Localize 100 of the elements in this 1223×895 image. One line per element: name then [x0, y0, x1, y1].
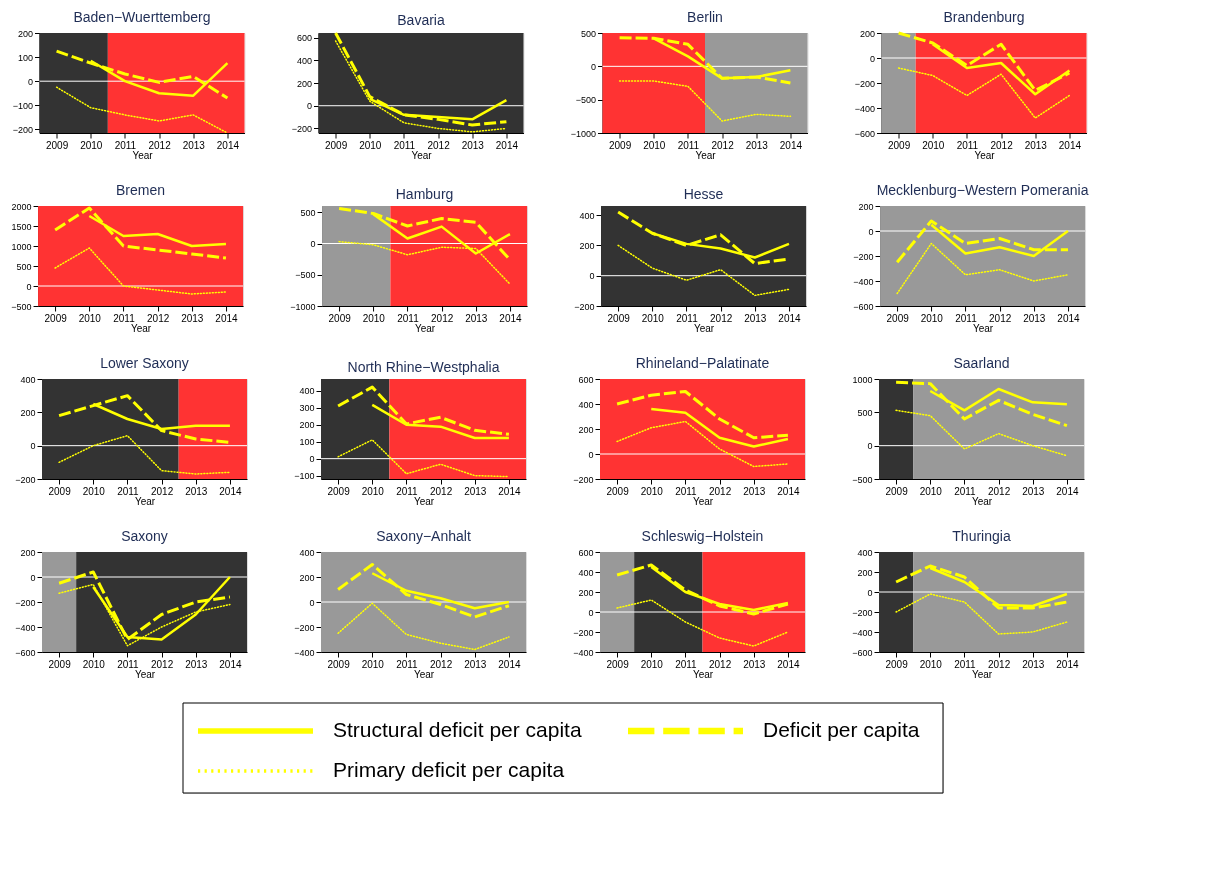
x-tick-label: 2013 — [1022, 485, 1045, 497]
x-tick-label: 2010 — [641, 312, 665, 324]
line-series — [337, 602, 510, 651]
y-tick-label: 600 — [578, 547, 594, 558]
y-tick-label: −400 — [294, 647, 315, 658]
chart-title: Bremen — [116, 182, 166, 198]
x-tick-label: 2010 — [920, 312, 944, 324]
y-tick-label: 0 — [869, 53, 875, 64]
y-tick-label: 1000 — [11, 241, 32, 252]
x-tick-label: 2013 — [743, 658, 766, 670]
y-tick-label: 2000 — [11, 201, 32, 212]
y-tick-label: 200 — [578, 587, 594, 598]
x-tick-label: 2011 — [393, 139, 416, 151]
x-tick-label: 2012 — [708, 485, 732, 497]
y-tick-label: 500 — [580, 28, 596, 39]
y-tick-label: 200 — [859, 28, 875, 39]
x-tick-label: 2009 — [45, 139, 69, 151]
y-tick-label: 400 — [299, 386, 315, 397]
line-series — [53, 206, 228, 260]
x-tick-label: 2011 — [955, 312, 978, 324]
x-axis-title: Year — [693, 322, 715, 334]
chart-title: Baden−Wuerttemberg — [73, 9, 211, 25]
x-tick-label: 2013 — [743, 485, 766, 497]
y-tick-label: 0 — [30, 441, 36, 452]
x-tick-label: 2012 — [431, 312, 454, 324]
line-series — [894, 564, 1069, 610]
x-tick-label: 2014 — [777, 658, 800, 670]
x-tick-label: 2013 — [1023, 312, 1046, 324]
line-series — [58, 434, 231, 475]
x-tick-label: 2010 — [640, 485, 664, 497]
y-tick-label: −400 — [854, 103, 875, 114]
x-axis-title: Year — [692, 668, 714, 680]
x-tick-label: 2010 — [640, 658, 664, 670]
x-tick-label: 2009 — [327, 658, 351, 670]
x-tick-label: 2014 — [777, 485, 800, 497]
chart-title: Berlin — [687, 9, 723, 25]
x-tick-label: 2012 — [150, 658, 174, 670]
y-tick-label: 0 — [309, 454, 315, 465]
x-tick-label: 2009 — [885, 485, 909, 497]
x-tick-label: 2010 — [362, 312, 386, 324]
x-tick-label: 2012 — [990, 139, 1014, 151]
x-tick-label: 2012 — [987, 485, 1011, 497]
chart-title: North Rhine−Westphalia — [347, 359, 500, 375]
x-tick-label: 2011 — [114, 139, 137, 151]
line-series — [55, 49, 229, 100]
x-tick-label: 2011 — [675, 485, 698, 497]
x-tick-label: 2013 — [461, 139, 485, 151]
x-tick-label: 2013 — [465, 312, 488, 324]
y-tick-label: −600 — [852, 647, 873, 658]
x-tick-label: 2012 — [429, 485, 453, 497]
line-series — [896, 242, 1069, 295]
x-tick-label: 2010 — [922, 139, 945, 151]
y-tick-label: 600 — [296, 33, 312, 44]
y-tick-label: −600 — [854, 128, 875, 139]
y-tick-label: 1000 — [852, 374, 873, 385]
y-tick-label: 300 — [299, 403, 315, 414]
x-tick-label: 2010 — [919, 485, 943, 497]
x-tick-label: 2011 — [675, 658, 698, 670]
y-tick-label: 100 — [299, 437, 315, 448]
x-axis-title: Year — [695, 149, 717, 161]
x-tick-label: 2009 — [606, 485, 630, 497]
x-tick-label: 2014 — [215, 312, 239, 324]
x-tick-label: 2009 — [606, 658, 630, 670]
line-series — [617, 244, 790, 297]
y-tick-label: −400 — [573, 647, 594, 658]
line-series — [895, 593, 1068, 635]
line-series — [55, 86, 229, 134]
x-tick-label: 2012 — [427, 139, 451, 151]
y-tick-label: −200 — [574, 301, 595, 312]
y-tick-label: −200 — [573, 627, 594, 638]
y-tick-label: −200 — [573, 474, 594, 485]
y-tick-label: −600 — [15, 647, 36, 658]
y-tick-label: 500 — [857, 407, 873, 418]
y-tick-label: 100 — [17, 52, 33, 63]
y-tick-label: 0 — [27, 76, 33, 87]
x-tick-label: 2011 — [117, 658, 140, 670]
x-axis-title: Year — [413, 495, 435, 507]
x-tick-label: 2014 — [495, 139, 519, 151]
x-tick-label: 2014 — [1057, 312, 1081, 324]
y-tick-label: 400 — [578, 567, 594, 578]
x-tick-label: 2009 — [44, 312, 68, 324]
chart-title: Hesse — [683, 186, 724, 202]
x-tick-label: 2014 — [778, 312, 802, 324]
y-tick-label: −500 — [11, 301, 32, 312]
x-tick-label: 2013 — [464, 658, 487, 670]
x-tick-label: 2011 — [397, 312, 420, 324]
x-axis-title: Year — [414, 322, 436, 334]
y-tick-label: 0 — [590, 61, 596, 72]
y-tick-label: 0 — [310, 239, 316, 249]
chart-title: Saxony — [121, 528, 168, 544]
x-tick-label: 2009 — [327, 485, 351, 497]
y-tick-label: −400 — [15, 622, 36, 633]
y-tick-label: −200 — [15, 474, 36, 485]
x-tick-label: 2012 — [711, 139, 735, 151]
y-tick-label: 0 — [868, 226, 874, 237]
x-tick-label: 2013 — [745, 139, 769, 151]
x-tick-label: 2012 — [989, 312, 1012, 324]
text: Primary deficit per capita — [333, 758, 565, 781]
x-tick-label: 2010 — [80, 139, 103, 151]
x-tick-label: 2009 — [885, 658, 909, 670]
